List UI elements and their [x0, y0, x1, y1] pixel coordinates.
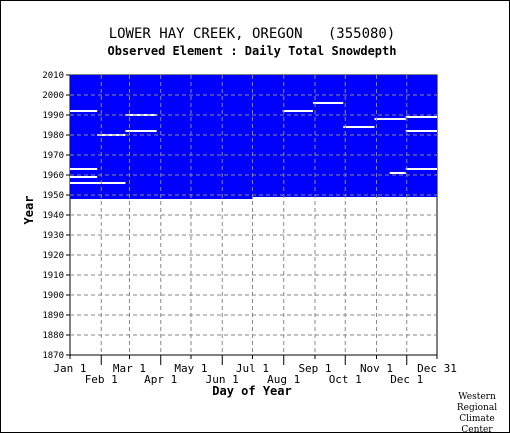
- data-gap-11: [405, 116, 437, 118]
- data-gap-0: [70, 110, 98, 112]
- data-gap-8: [312, 102, 344, 104]
- y-tick-label-1970: 1970: [42, 151, 64, 161]
- y-tick-label-1980: 1980: [42, 131, 64, 141]
- y-tick-label-2010: 2010: [42, 71, 64, 81]
- data-block-0: [70, 75, 253, 199]
- y-tick-label-1890: 1890: [42, 311, 64, 321]
- x-axis: Jan 1 Mar 1 May 1 Jul 1 Sep 1 Nov 1 Dec 31 Feb …: [53, 355, 457, 386]
- y-tick-label-1880: 1880: [42, 331, 64, 341]
- x-tick-label-mar-1: Mar 1: [113, 362, 146, 375]
- x-tick-label-feb-1: Feb 1: [85, 373, 118, 386]
- chart-title: LOWER HAY CREEK, OREGON (355080): [109, 26, 396, 42]
- credit-line-2: Regional: [457, 403, 497, 413]
- x-tick-label-dec-1: Dec 1: [390, 373, 423, 386]
- data-gap-10: [374, 118, 406, 120]
- x-tick-label-jul-1: Jul 1: [236, 362, 269, 375]
- y-tick-label-1920: 1920: [42, 251, 64, 261]
- data-gap-12: [405, 130, 437, 132]
- y-tick-label-1870: 1870: [42, 351, 64, 361]
- y-tick-label-1910: 1910: [42, 271, 64, 281]
- x-tick-label-may-1: May 1: [174, 362, 207, 375]
- data-gap-14: [389, 172, 406, 174]
- data-gap-6: [70, 182, 126, 184]
- y-tick-label-1950: 1950: [42, 191, 64, 201]
- x-tick-label-apr-1: Apr 1: [144, 373, 177, 386]
- grid-layer: [70, 75, 437, 355]
- y-tick-label-2000: 2000: [42, 91, 64, 101]
- chart-subtitle: Observed Element : Daily Total Snowdepth: [108, 44, 397, 58]
- x-tick-label-sep-1: Sep 1: [298, 362, 331, 375]
- x-tick-label-jun-1: Jun 1: [206, 373, 239, 386]
- y-tick-label-1990: 1990: [42, 111, 64, 121]
- data-gap-5: [70, 176, 98, 178]
- x-tick-label-oct-1: Oct 1: [329, 373, 362, 386]
- data-gap-13: [405, 168, 437, 170]
- x-tick-label-dec-31: Dec 31: [417, 362, 457, 375]
- data-gap-1: [97, 134, 126, 136]
- credit-line-3: Climate: [459, 414, 495, 424]
- y-tick-label-1900: 1900: [42, 291, 64, 301]
- y-tick-label-1940: 1940: [42, 211, 64, 221]
- y-tick-label-1930: 1930: [42, 231, 64, 241]
- x-tick-label-aug-1: Aug 1: [267, 373, 300, 386]
- data-gap-7: [282, 110, 313, 112]
- x-tick-label-nov-1: Nov 1: [360, 362, 393, 375]
- credit-line-1: Western: [458, 392, 496, 402]
- data-layer: [70, 75, 437, 199]
- x-tick-label-jan-1: Jan 1: [53, 362, 86, 375]
- y-tick-label-1960: 1960: [42, 171, 64, 181]
- data-gap-4: [70, 168, 98, 170]
- credit-block: Western Regional Climate Center: [457, 392, 497, 433]
- data-gap-9: [343, 126, 375, 128]
- credit-line-4: Center: [461, 425, 493, 433]
- data-block-1: [252, 75, 437, 197]
- y-axis-title: Year: [22, 196, 36, 225]
- x-axis-title: Day of Year: [212, 384, 291, 398]
- y-axis: 2010 2000 1990 1980 1970 1960 1950 1940 1930 1920…: [42, 71, 70, 361]
- data-gap-3: [125, 130, 157, 132]
